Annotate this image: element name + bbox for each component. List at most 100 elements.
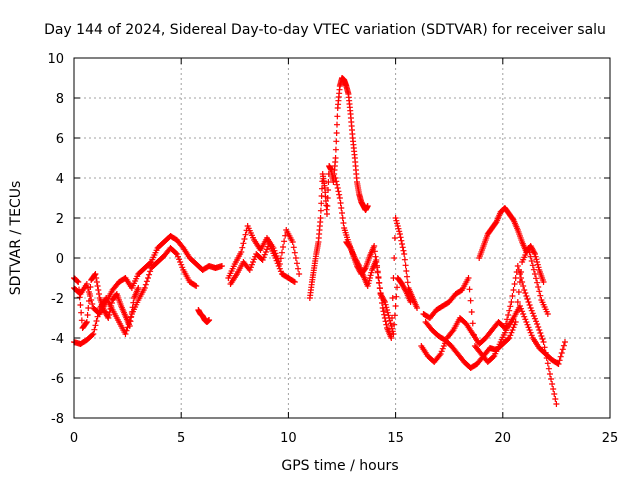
data-point-track-b	[123, 327, 130, 334]
data-point-track-i	[375, 274, 382, 280]
data-point-track-l	[533, 275, 540, 282]
data-point-track-f	[251, 256, 258, 263]
data-point-track-h	[400, 247, 407, 254]
data-point-track-a	[147, 260, 154, 266]
data-point-track-i	[374, 268, 381, 275]
data-point-track-i	[389, 325, 396, 332]
data-point-track-g	[324, 195, 331, 201]
data-point-track-i	[367, 272, 374, 279]
data-point-track-c	[128, 309, 135, 315]
data-point-track-h	[339, 215, 346, 221]
data-point-track-l	[537, 292, 544, 299]
data-point-track-f	[259, 257, 266, 263]
data-point-track-f	[274, 260, 281, 267]
data-point-track-g	[318, 200, 325, 207]
data-point-track-h	[399, 244, 406, 251]
data-point-track-c	[84, 312, 91, 318]
data-point-track-i	[365, 280, 372, 287]
data-point-track-j	[560, 342, 567, 349]
data-point-track-f	[263, 246, 270, 253]
data-point-track-c	[127, 318, 134, 325]
data-point-track-k	[543, 355, 550, 361]
data-point-track-e	[292, 255, 299, 261]
data-point-track-i	[381, 299, 388, 305]
data-point-track-i	[364, 283, 371, 289]
data-point-track-h	[394, 223, 401, 229]
data-point-track-k	[512, 275, 519, 281]
data-point-track-l	[527, 253, 534, 260]
data-point-track-j	[523, 319, 530, 325]
data-point-track-g	[325, 187, 332, 193]
y-tick-label: 4	[56, 172, 64, 187]
data-point-track-k	[535, 324, 542, 330]
x-tick-label: 10	[280, 431, 297, 446]
y-tick-label: 6	[56, 132, 64, 147]
data-point-track-l	[535, 284, 542, 290]
data-point-track-k	[530, 313, 537, 319]
data-point-track-c	[94, 283, 101, 289]
data-point-track-b	[89, 332, 96, 338]
data-point-track-m	[531, 251, 538, 257]
data-point-track-l	[518, 269, 525, 275]
data-point-track-i	[382, 301, 389, 308]
data-point-track-h	[404, 273, 411, 280]
data-point-track-j	[516, 303, 523, 309]
data-point-track-e	[293, 260, 300, 267]
data-point-track-m	[540, 279, 547, 285]
data-point-track-i	[381, 297, 388, 304]
data-point-track-j	[467, 297, 474, 304]
data-point-track-h	[340, 220, 347, 226]
data-point-track-f	[291, 279, 298, 285]
data-point-track-c	[87, 284, 94, 290]
data-point-track-b	[179, 264, 186, 271]
data-point-track-l	[511, 321, 518, 328]
y-axis-label: SDTVAR / TECUs	[8, 181, 24, 296]
data-point-track-b	[142, 281, 149, 288]
data-point-track-k	[551, 391, 558, 397]
data-point-track-h	[380, 308, 387, 315]
data-point-track-m	[534, 259, 541, 265]
data-point-track-g	[317, 207, 324, 214]
data-point-track-i	[391, 312, 398, 319]
data-point-track-i	[393, 293, 400, 300]
data-point-track-c	[83, 319, 90, 325]
data-point-track-g	[323, 211, 330, 217]
data-point-track-c	[74, 278, 81, 285]
data-point-track-h	[395, 225, 402, 232]
data-point-track-k	[440, 343, 447, 349]
y-tick-label: -8	[51, 412, 64, 427]
x-tick-label: 0	[70, 431, 78, 446]
data-point-track-i	[386, 317, 393, 324]
data-point-track-c	[96, 291, 103, 297]
data-point-track-c	[85, 305, 92, 311]
data-point-track-g	[333, 121, 340, 128]
data-point-track-b	[172, 250, 179, 256]
data-point-track-j	[558, 350, 565, 356]
y-tick-label: -4	[51, 332, 64, 347]
data-point-track-k	[521, 287, 528, 293]
data-point-track-f	[248, 261, 255, 268]
data-point-track-c	[92, 271, 99, 277]
data-point-track-h	[414, 305, 421, 311]
data-point-track-k	[449, 328, 456, 335]
data-point-track-g	[325, 179, 332, 185]
data-point-track-j	[520, 311, 527, 317]
data-point-track-i	[386, 315, 393, 321]
data-point-track-h	[371, 243, 378, 249]
data-point-track-k	[520, 283, 527, 289]
data-point-track-b	[141, 285, 148, 291]
data-point-track-b	[143, 278, 150, 285]
grid-lines	[74, 58, 610, 418]
data-point-track-i	[383, 304, 390, 311]
data-point-track-k	[511, 281, 518, 287]
data-point-track-h	[383, 321, 390, 328]
data-point-track-k	[506, 307, 513, 314]
data-point-track-h	[389, 295, 396, 301]
data-point-track-k	[539, 336, 546, 342]
data-point-track-e	[238, 249, 245, 255]
data-point-track-k	[531, 315, 538, 322]
data-point-track-e	[277, 255, 284, 262]
data-point-track-g	[332, 146, 339, 153]
data-point-track-m	[534, 261, 541, 268]
data-point-track-f	[260, 254, 267, 261]
